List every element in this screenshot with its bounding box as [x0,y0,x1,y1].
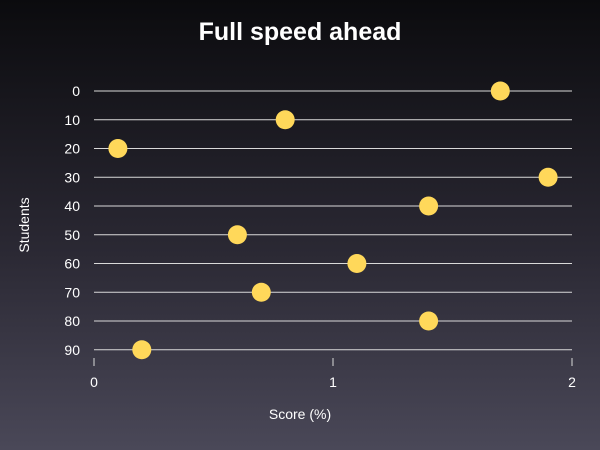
y-tick-label: 0 [72,83,80,99]
data-points [108,81,558,360]
y-tick-label: 70 [64,284,80,300]
x-axis-label: Score (%) [269,406,331,422]
data-point [251,282,271,302]
data-point [419,196,439,216]
y-tick-label: 40 [64,198,80,214]
y-tick-label: 90 [64,342,80,358]
data-point [108,139,128,158]
data-point [490,81,510,101]
y-axis-label: Students [16,197,32,252]
gridlines [94,90,572,351]
data-point [538,167,558,187]
data-point [227,225,247,245]
y-tick-label: 30 [64,169,80,185]
x-axis-ticks: 0 1 2 [90,358,576,390]
y-axis-ticks: 0 10 20 30 40 50 60 70 80 90 [64,83,80,358]
y-tick-label: 80 [64,313,80,329]
y-tick-label: 20 [64,141,80,157]
data-point [419,311,439,331]
data-point [275,110,295,130]
x-tick-label: 2 [568,374,576,390]
data-point [347,254,367,273]
y-tick-label: 60 [64,256,80,272]
data-point [132,340,152,360]
y-tick-label: 10 [64,112,80,128]
x-tick-label: 1 [329,374,337,390]
x-tick-label: 0 [90,374,98,390]
y-tick-label: 50 [64,227,80,243]
chart-title: Full speed ahead [199,18,402,46]
